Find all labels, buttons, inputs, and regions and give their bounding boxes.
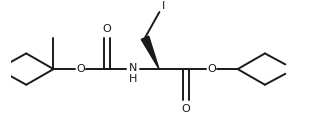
Text: O: O (102, 24, 111, 34)
Text: I: I (162, 1, 165, 11)
Text: O: O (181, 104, 190, 114)
Text: O: O (76, 64, 85, 74)
Text: H: H (129, 74, 137, 84)
Polygon shape (141, 36, 159, 69)
Text: N: N (129, 63, 137, 72)
Text: O: O (207, 64, 216, 74)
